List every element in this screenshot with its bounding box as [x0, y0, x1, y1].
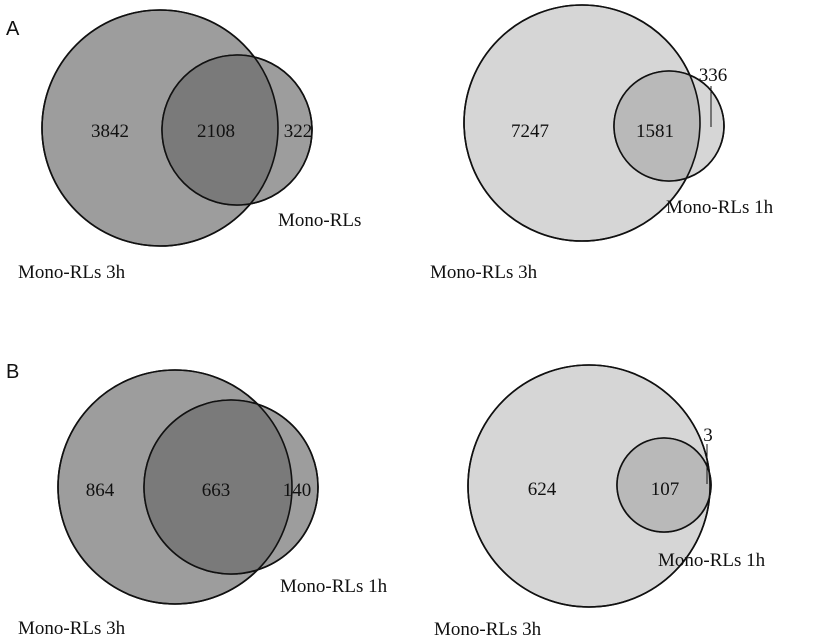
set-label-small: Mono-RLs 1h — [666, 197, 774, 218]
set-circle-small-outline — [143, 399, 319, 575]
set-label-big: Mono-RLs 3h — [18, 618, 126, 639]
set-circle-big-outline — [467, 364, 711, 608]
count-overlap: 2108 — [197, 121, 235, 142]
overlap-region — [617, 438, 710, 532]
set-label-big: Mono-RLs 3h — [434, 619, 542, 640]
count-overlap: 663 — [202, 480, 231, 501]
venn-diagram-b-left: 864 663 140 Mono-RLs 3h Mono-RLs 1h — [18, 369, 388, 639]
venn-diagram-a-left: 3842 2108 322 Mono-RLs 3h Mono-RLs — [18, 9, 361, 283]
count-small-only: 336 — [699, 65, 728, 86]
count-small-only: 140 — [283, 480, 312, 501]
set-circle-small-outline — [161, 54, 313, 206]
set-label-small: Mono-RLs 1h — [658, 550, 766, 571]
count-big-only: 624 — [528, 479, 557, 500]
set-label-small: Mono-RLs — [278, 210, 361, 231]
panel-letter-b: B — [6, 361, 19, 383]
count-big-only: 3842 — [91, 121, 129, 142]
set-circle-small-outline — [616, 437, 712, 533]
overlap-region — [144, 400, 292, 574]
set-label-big: Mono-RLs 3h — [430, 262, 538, 283]
venn-diagram-b-right: 624 107 3 Mono-RLs 3h Mono-RLs 1h — [434, 364, 766, 640]
set-label-big: Mono-RLs 3h — [18, 262, 126, 283]
count-small-only: 322 — [284, 121, 313, 142]
set-circle-small-outline — [613, 70, 725, 182]
count-overlap: 1581 — [636, 121, 674, 142]
count-big-only: 864 — [86, 480, 115, 501]
panel-letter-a: A — [6, 18, 20, 40]
count-overlap: 107 — [651, 479, 680, 500]
set-circle-big-outline — [463, 4, 701, 242]
set-circle-big-outline — [41, 9, 279, 247]
count-big-only: 7247 — [511, 121, 549, 142]
venn-diagram-a-right: 7247 1581 336 Mono-RLs 3h Mono-RLs 1h — [430, 4, 774, 283]
set-label-small: Mono-RLs 1h — [280, 576, 388, 597]
count-small-only: 3 — [703, 425, 713, 446]
set-circle-big-outline — [57, 369, 293, 605]
